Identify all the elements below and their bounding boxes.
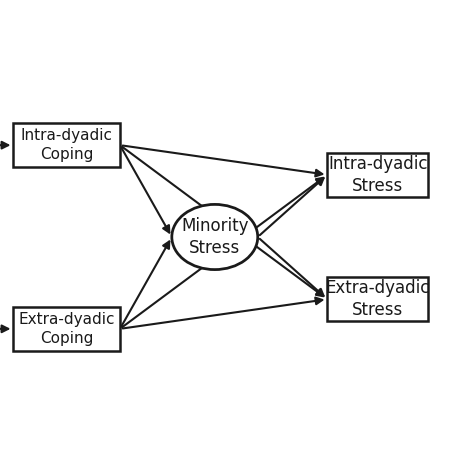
Ellipse shape: [172, 204, 258, 270]
Text: Intra-dyadic
Stress: Intra-dyadic Stress: [328, 155, 428, 195]
Text: Minority
Stress: Minority Stress: [181, 217, 248, 257]
FancyBboxPatch shape: [328, 153, 428, 197]
Text: Extra-dyadic
Stress: Extra-dyadic Stress: [326, 279, 430, 319]
Text: Intra-dyadic
Coping: Intra-dyadic Coping: [21, 128, 113, 162]
FancyBboxPatch shape: [328, 277, 428, 321]
Text: Extra-dyadic
Coping: Extra-dyadic Coping: [18, 312, 115, 346]
FancyBboxPatch shape: [13, 307, 120, 351]
FancyBboxPatch shape: [13, 123, 120, 167]
